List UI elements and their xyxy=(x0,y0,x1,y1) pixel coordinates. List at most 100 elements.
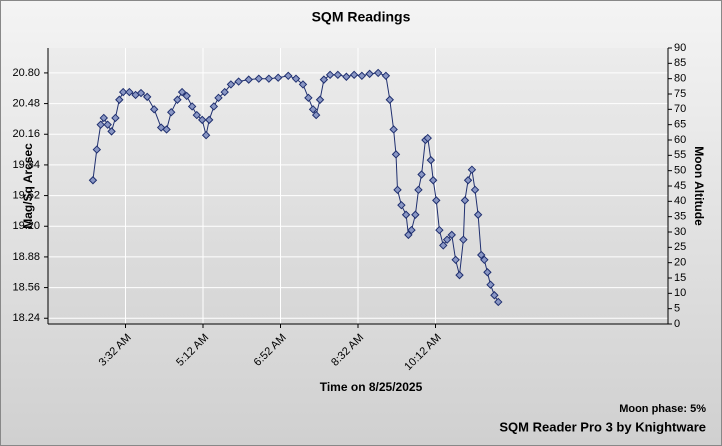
data-point xyxy=(125,87,134,97)
data-point xyxy=(333,70,343,80)
data-point xyxy=(315,95,325,104)
y2-tick-label: 90 xyxy=(674,42,686,54)
data-point xyxy=(401,210,411,219)
y2-tick-label: 75 xyxy=(674,88,686,100)
data-point xyxy=(442,235,452,244)
data-point xyxy=(103,120,112,129)
data-point xyxy=(365,69,374,79)
y2-tick-label: 20 xyxy=(674,257,686,269)
data-point xyxy=(136,88,146,98)
y2-axis-label: Moon Altitude xyxy=(692,146,706,226)
data-point xyxy=(162,125,171,134)
y2-tick-label: 30 xyxy=(674,226,686,238)
y2-tick-label: 70 xyxy=(674,103,686,115)
data-point xyxy=(308,105,318,114)
data-point xyxy=(470,185,480,195)
data-point xyxy=(284,71,293,80)
y2-tick-label: 15 xyxy=(674,272,686,284)
data-point xyxy=(226,80,236,89)
data-point xyxy=(397,200,406,210)
data-point xyxy=(411,210,420,219)
y2-tick-label: 5 xyxy=(674,303,680,315)
y-tick-label: 19.84 xyxy=(12,159,40,171)
data-point xyxy=(357,71,367,80)
y2-tick-label: 25 xyxy=(674,241,686,253)
data-point xyxy=(423,133,432,143)
data-point xyxy=(467,165,477,174)
data-point xyxy=(451,255,460,264)
data-point xyxy=(480,255,489,264)
data-point xyxy=(414,185,423,195)
data-point xyxy=(404,230,413,240)
data-point xyxy=(486,280,495,289)
data-point xyxy=(201,131,211,140)
y-axis-label: Mag/Sq Arcsec xyxy=(21,143,35,229)
data-point xyxy=(483,268,492,277)
data-point xyxy=(220,87,229,97)
y2-tick-label: 45 xyxy=(674,180,686,192)
y2-tick-label: 80 xyxy=(674,73,686,85)
y2-tick-label: 50 xyxy=(674,165,686,177)
data-point xyxy=(463,176,473,185)
data-point xyxy=(142,92,152,102)
y-tick-label: 19.52 xyxy=(12,189,40,201)
data-point xyxy=(490,291,499,300)
y2-tick-label: 85 xyxy=(674,57,686,69)
data-point xyxy=(298,80,308,89)
data-point xyxy=(319,75,329,84)
data-point xyxy=(244,75,253,84)
data-point xyxy=(391,150,401,159)
data-line xyxy=(92,72,499,303)
data-point xyxy=(426,155,436,165)
y2-tick-label: 10 xyxy=(674,287,686,299)
data-point xyxy=(373,68,383,78)
data-point xyxy=(234,77,243,86)
data-point xyxy=(447,230,456,240)
x-axis-label: Time on 8/25/2025 xyxy=(320,380,423,394)
y2-tick-label: 60 xyxy=(674,134,686,146)
data-point xyxy=(304,93,313,103)
data-point xyxy=(254,74,264,83)
y-tick-label: 20.16 xyxy=(12,128,40,140)
data-point xyxy=(182,91,191,101)
data-point xyxy=(439,241,448,250)
y-tick-label: 20.80 xyxy=(12,67,40,79)
data-point xyxy=(494,297,503,307)
data-point xyxy=(187,102,197,111)
y2-tick-label: 65 xyxy=(674,119,686,131)
data-point xyxy=(88,176,98,185)
y-tick-label: 20.48 xyxy=(12,97,40,109)
data-point xyxy=(381,71,391,80)
data-point xyxy=(385,95,394,104)
data-point xyxy=(115,95,124,104)
data-point xyxy=(291,74,301,83)
credit: SQM Reader Pro 3 by Knightware xyxy=(499,419,706,434)
y2-tick-label: 0 xyxy=(674,318,680,330)
y-tick-label: 18.88 xyxy=(12,251,40,263)
data-point xyxy=(432,196,441,205)
y-tick-label: 18.24 xyxy=(12,312,40,324)
data-point xyxy=(428,176,438,185)
data-point xyxy=(477,250,486,260)
data-point xyxy=(407,225,416,235)
data-point xyxy=(349,70,359,80)
data-point xyxy=(177,87,187,97)
data-point xyxy=(389,125,398,134)
y2-tick-label: 35 xyxy=(674,211,686,223)
data-point xyxy=(435,225,444,235)
data-point xyxy=(96,120,105,129)
y2-tick-label: 55 xyxy=(674,149,686,161)
data-point xyxy=(149,105,159,114)
moon-phase: Moon phase: 5% xyxy=(619,403,706,415)
data-point xyxy=(473,210,483,219)
data-point xyxy=(204,115,214,125)
chart-title: SQM Readings xyxy=(312,9,411,25)
data-point xyxy=(209,102,219,111)
data-point xyxy=(118,87,128,97)
data-point xyxy=(273,73,283,82)
data-point xyxy=(92,145,102,154)
data-point xyxy=(107,127,116,136)
data-point xyxy=(156,123,166,132)
